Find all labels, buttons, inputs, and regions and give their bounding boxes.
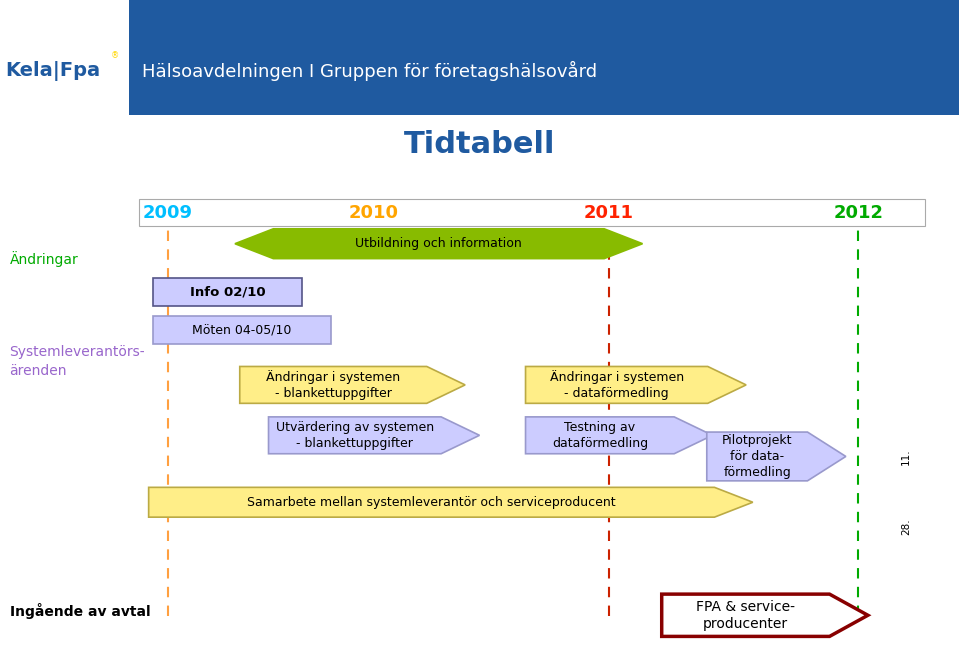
- FancyBboxPatch shape: [153, 315, 331, 344]
- Polygon shape: [526, 417, 713, 454]
- Text: 28.: 28.: [901, 518, 911, 535]
- Text: Testning av
dataförmedling: Testning av dataförmedling: [551, 421, 648, 450]
- Text: Ändringar i systemen
- dataförmedling: Ändringar i systemen - dataförmedling: [550, 370, 684, 400]
- Polygon shape: [707, 432, 846, 481]
- Text: Ändringar: Ändringar: [10, 250, 79, 267]
- Text: Systemleverantörs-
ärenden: Systemleverantörs- ärenden: [10, 346, 145, 378]
- Polygon shape: [149, 487, 753, 517]
- Text: Utbildning och information: Utbildning och information: [356, 237, 522, 250]
- FancyBboxPatch shape: [0, 0, 959, 115]
- Text: Samarbete mellan systemleverantör och serviceproducent: Samarbete mellan systemleverantör och se…: [247, 496, 616, 509]
- FancyBboxPatch shape: [0, 0, 129, 115]
- Text: Ändringar i systemen
- blankettuppgifter: Ändringar i systemen - blankettuppgifter: [267, 370, 400, 400]
- Text: Kela|Fpa: Kela|Fpa: [5, 61, 100, 81]
- Text: Möten 04-05/10: Möten 04-05/10: [193, 323, 292, 336]
- Polygon shape: [269, 417, 480, 454]
- Text: Info 02/10: Info 02/10: [190, 285, 266, 298]
- Polygon shape: [235, 229, 643, 259]
- Text: 11.: 11.: [901, 448, 911, 464]
- Text: 2011: 2011: [584, 204, 634, 221]
- FancyBboxPatch shape: [153, 277, 302, 306]
- Text: Utvärdering av systemen
- blankettuppgifter: Utvärdering av systemen - blankettuppgif…: [276, 421, 433, 450]
- Polygon shape: [662, 594, 868, 637]
- Text: Ingående av avtal: Ingående av avtal: [10, 603, 151, 619]
- Text: Tidtabell: Tidtabell: [404, 130, 555, 159]
- Text: ®: ®: [111, 51, 120, 60]
- Text: Pilotprojekt
för data-
förmedling: Pilotprojekt för data- förmedling: [722, 434, 792, 479]
- Text: Hälsoavdelningen I Gruppen för företagshälsovård: Hälsoavdelningen I Gruppen för företagsh…: [142, 61, 597, 81]
- Text: FPA & service-
producenter: FPA & service- producenter: [696, 600, 795, 631]
- FancyBboxPatch shape: [139, 199, 925, 226]
- Text: 2010: 2010: [349, 204, 399, 221]
- Polygon shape: [526, 367, 746, 403]
- Text: 2009: 2009: [143, 204, 193, 221]
- Text: 2012: 2012: [833, 204, 883, 221]
- Polygon shape: [240, 367, 465, 403]
